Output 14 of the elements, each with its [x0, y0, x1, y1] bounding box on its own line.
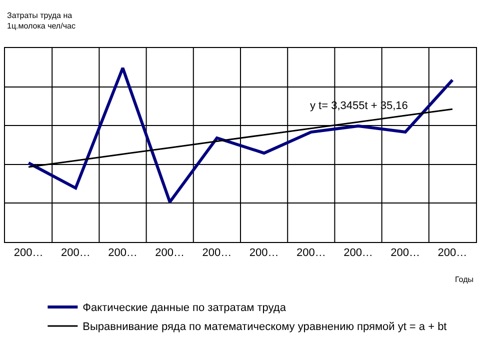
x-tick-label: 200…: [296, 247, 326, 260]
x-axis-title: Годы: [455, 275, 474, 284]
legend-label: Фактические данные по затратам труда: [82, 302, 287, 314]
x-tick-label: 200…: [155, 247, 185, 260]
x-tick-label: 200…: [14, 247, 44, 260]
x-tick-label: 200…: [390, 247, 420, 260]
x-tick-label: 200…: [344, 247, 373, 260]
x-tick-label: 200…: [60, 247, 90, 260]
x-tick-label: 200…: [438, 247, 468, 260]
y-axis-title: Затраты труда на 1ц.молока чел/час: [7, 11, 76, 30]
x-tick-label: 200…: [249, 247, 279, 260]
x-tick-label: 200…: [202, 247, 232, 260]
x-tick-label: 200…: [108, 247, 138, 260]
legend-label: Выравнивание ряда по математическому уравнению прямой yt = a + bt: [82, 321, 447, 334]
